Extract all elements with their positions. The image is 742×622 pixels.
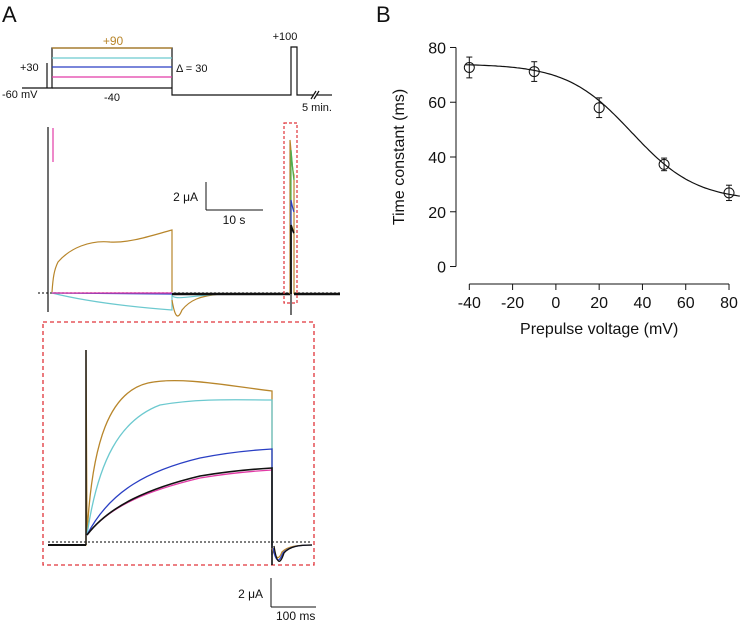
x-tick-label: 60 [677, 295, 695, 312]
scale-top-current-label: 2 μA [173, 190, 198, 204]
scale-bottom-time-label: 100 ms [276, 609, 315, 622]
protocol-break-mark-1 [310, 90, 317, 100]
inset-region-box [283, 122, 298, 304]
trace-tail-plus90 [171, 293, 221, 317]
trace-plus60-long [51, 292, 173, 311]
time-constant-chart: 0 20 40 60 80 -40 -20 0 20 40 60 80 Prepulse voltage… [391, 40, 740, 338]
x-tick-label: 20 [590, 295, 608, 312]
x-axis-title: Prepulse voltage (mV) [520, 321, 678, 338]
scale-top-time-label: 10 s [223, 213, 246, 227]
label-minus40: -40 [104, 92, 120, 104]
current-traces-long [38, 122, 340, 317]
y-tick-label: 0 [437, 260, 446, 277]
x-tick-label: -40 [458, 295, 481, 312]
label-plus90: +90 [103, 34, 124, 48]
x-tick-label: 0 [551, 295, 560, 312]
y-tick-label: 60 [428, 95, 446, 112]
voltage-protocol [22, 46, 332, 100]
data-point [723, 187, 735, 199]
inset-trace-zero [86, 469, 273, 536]
x-tick-label: -20 [501, 295, 524, 312]
y-tick-label: 20 [428, 205, 446, 222]
label-gap-5min: 5 min. [302, 102, 332, 114]
inset-trace-plus90 [48, 349, 273, 546]
protocol-baseline [22, 46, 314, 96]
label-plus30: +30 [20, 62, 39, 74]
scale-bar-top [205, 182, 263, 211]
inset-tail-minus40 [273, 544, 313, 562]
trace-test-minus40 [290, 224, 295, 294]
inset-frame [42, 321, 315, 566]
inset-panel [42, 321, 315, 566]
data-point [658, 158, 670, 170]
x-tick-label: 40 [634, 295, 652, 312]
trace-plus90-long [51, 229, 173, 293]
trace-test-plus30 [290, 199, 295, 294]
y-tick-label: 80 [428, 40, 446, 57]
data-point [463, 61, 475, 73]
inset-trace-minus40 [86, 467, 273, 565]
y-tick-label: 40 [428, 150, 446, 167]
label-holding-voltage: -60 mV [2, 89, 38, 101]
label-plus100: +100 [273, 31, 298, 43]
x-tick-label: 80 [720, 295, 738, 312]
panel-b-label: B [376, 2, 391, 27]
panel-a-label: A [2, 2, 17, 27]
label-delta: Δ = 30 [176, 63, 208, 75]
data-point [528, 66, 540, 78]
trace-test-green [290, 149, 295, 294]
scale-bar-bottom [270, 578, 316, 608]
protocol-break-mark-2 [313, 90, 320, 100]
fit-curve [464, 64, 740, 197]
inset-trace-plus60 [86, 399, 273, 545]
data-point [593, 102, 605, 114]
y-axis-title: Time constant (ms) [391, 89, 408, 225]
inset-trace-plus30 [86, 448, 273, 555]
scale-bottom-current-label: 2 μA [238, 587, 263, 601]
